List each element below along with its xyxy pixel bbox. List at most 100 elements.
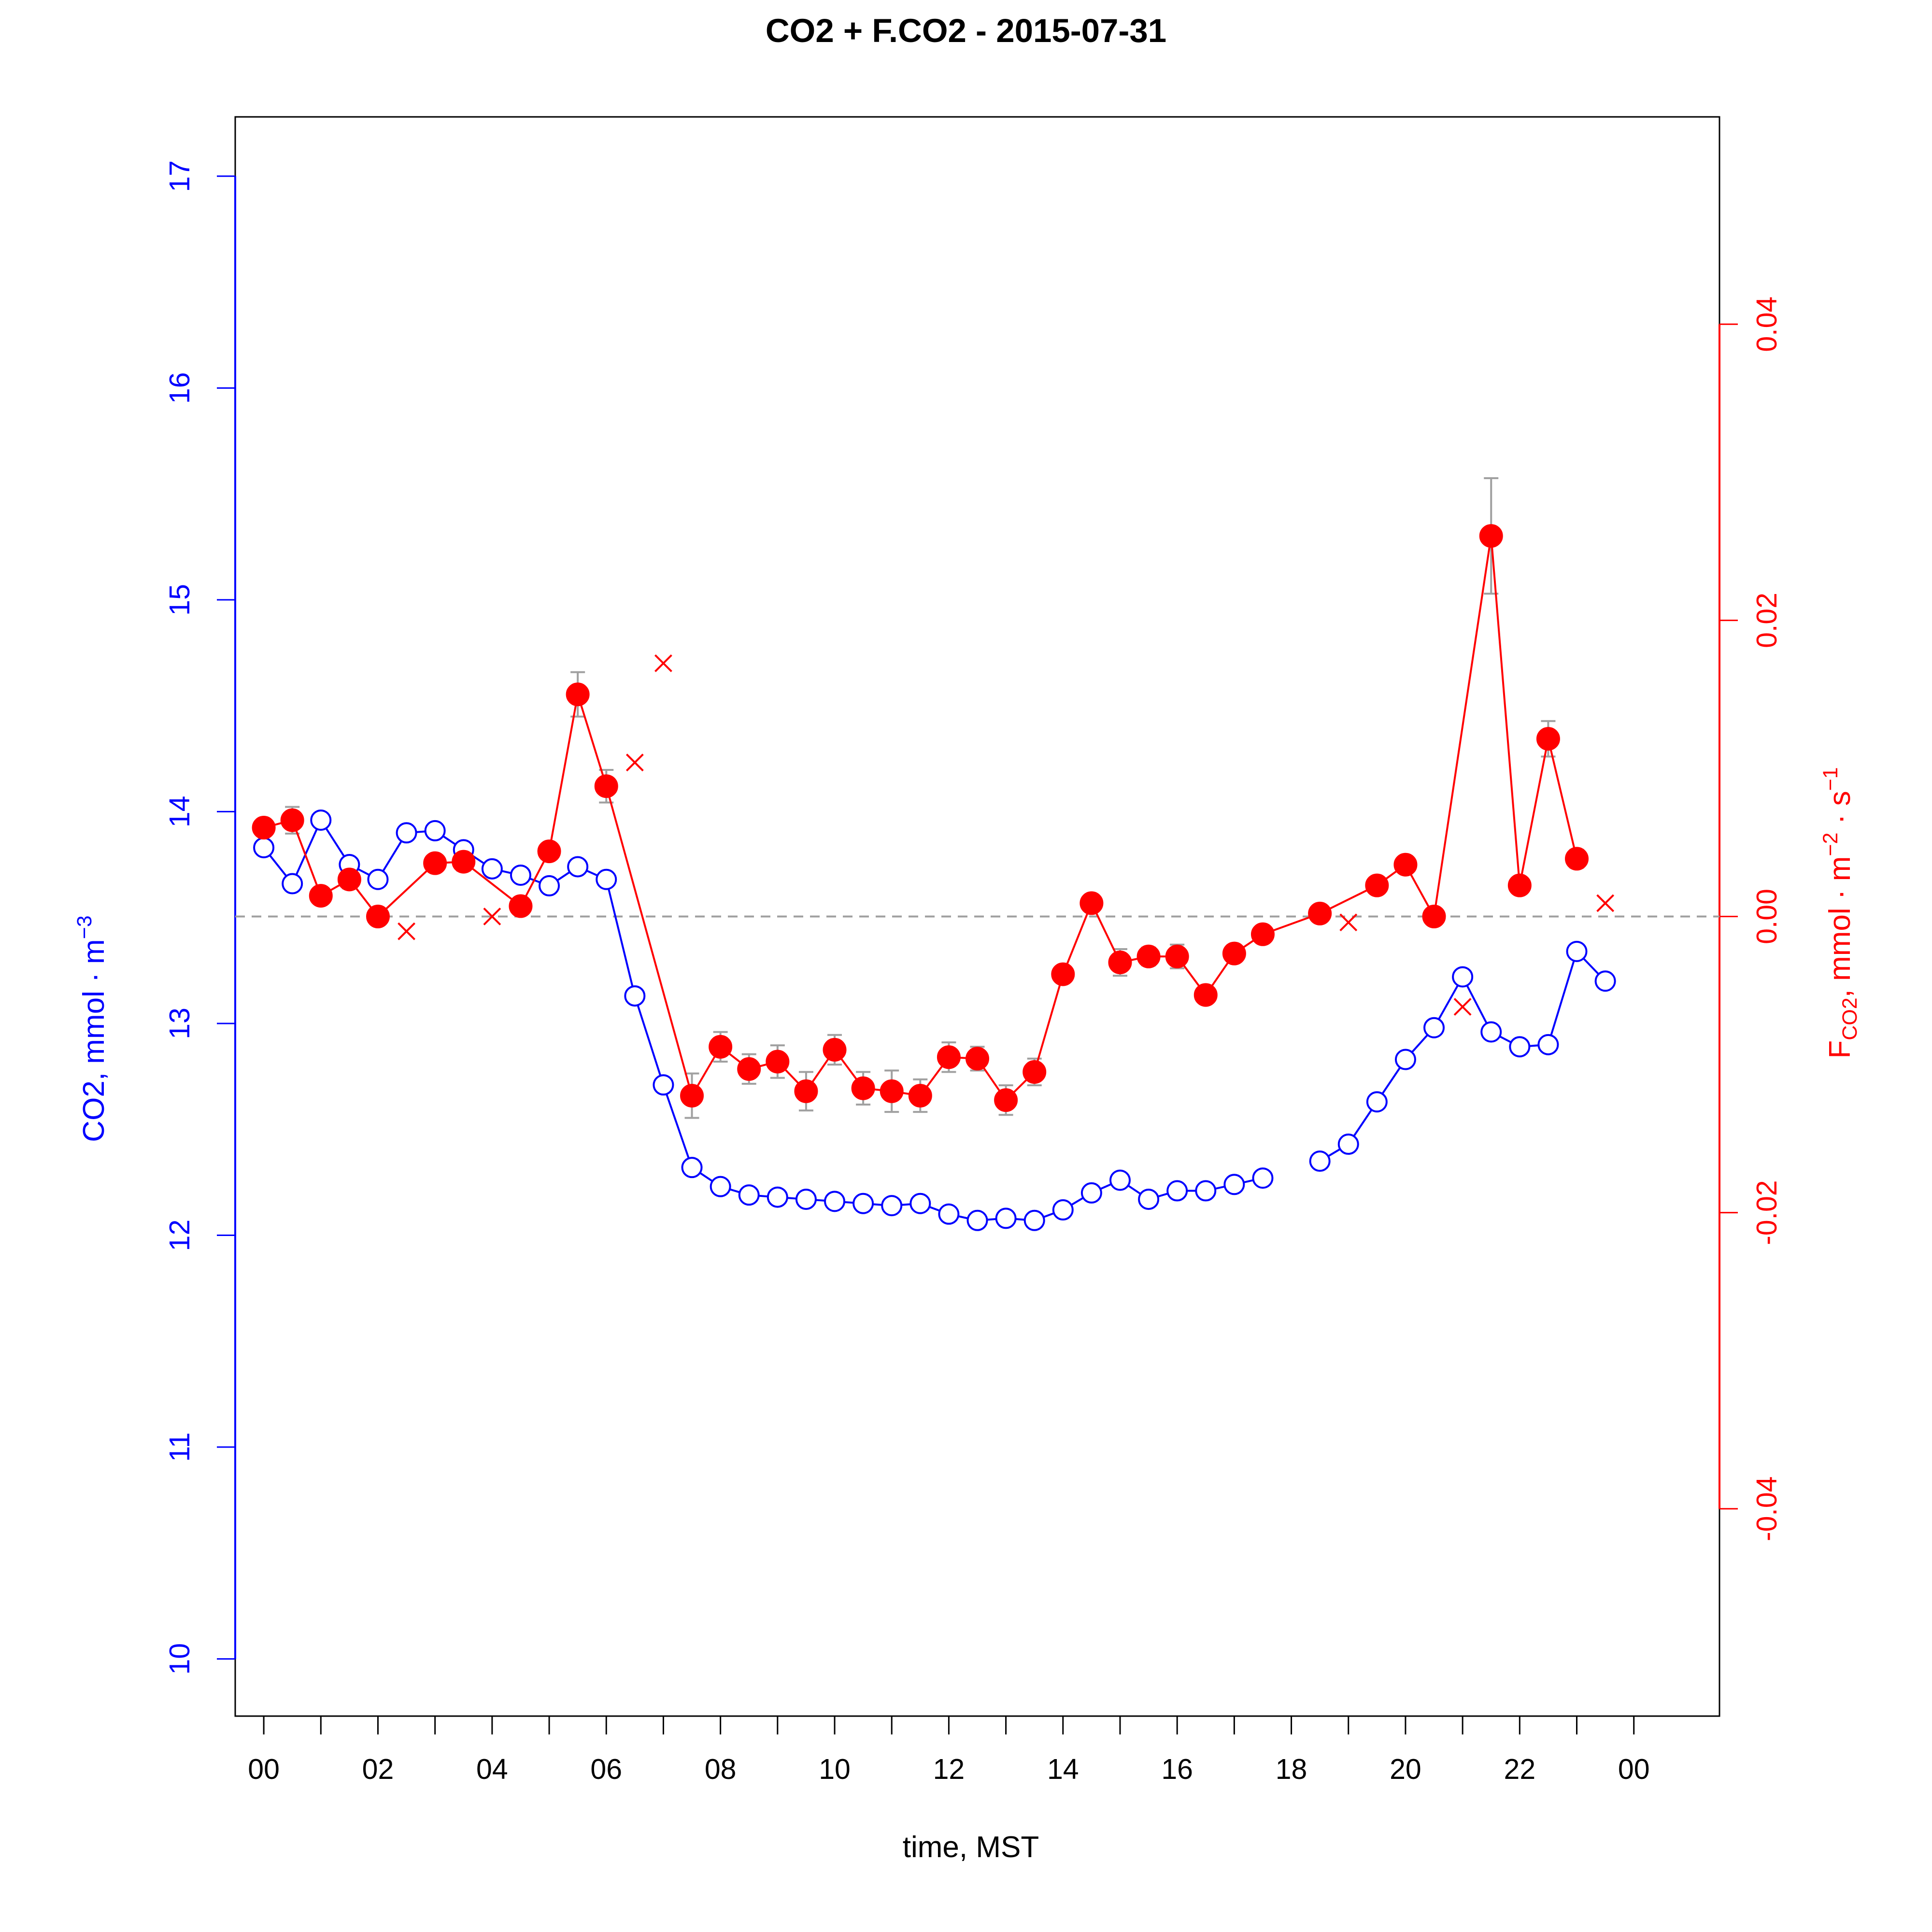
flux-point <box>1536 727 1560 751</box>
flux-point <box>452 850 476 874</box>
co2-point <box>1223 1174 1245 1195</box>
co2-point <box>852 1193 874 1214</box>
co2-point <box>1566 940 1588 962</box>
co2-point <box>253 837 275 858</box>
co2-point <box>539 875 560 896</box>
co2-point <box>396 822 417 844</box>
flux-rejected-point <box>1453 998 1472 1016</box>
chart-title: CO2 + F.CO2 - 2015-07-31 <box>766 12 1166 49</box>
y-right-tick-label: 0.00 <box>1751 889 1783 944</box>
flux-point <box>880 1079 904 1103</box>
x-tick-label: 14 <box>1047 1753 1079 1785</box>
flux-point <box>937 1045 961 1069</box>
flux-point <box>1222 941 1246 966</box>
y-right-label-f: F <box>1823 1040 1857 1059</box>
co2-point <box>1594 970 1616 992</box>
y-right-label-sep2: · <box>1823 814 1857 824</box>
co2-point <box>995 1208 1017 1229</box>
flux-point <box>252 816 276 840</box>
y-right-tick-label: 0.02 <box>1751 593 1783 648</box>
co2-point <box>1138 1188 1160 1210</box>
co2-point <box>681 1157 703 1179</box>
flux-point <box>1193 983 1218 1007</box>
flux-point <box>337 867 361 892</box>
flux-point <box>1393 852 1418 877</box>
y-left-tick-label: 15 <box>164 584 196 616</box>
co2-point <box>653 1074 674 1096</box>
flux-point <box>1507 873 1532 897</box>
x-tick-label: 10 <box>819 1753 851 1785</box>
y-left-tick-label: 17 <box>164 160 196 192</box>
flux-point <box>594 774 618 798</box>
co2-point <box>738 1184 760 1206</box>
axes-layer: 00 02 04 06 08 10 12 14 16 18 20 22 00 10 11 12 13 14 15 16… <box>164 116 1783 1785</box>
y-axis-label-right: FCO2, mmol · m−2 · s−1 <box>1811 767 1861 1058</box>
flux-point <box>766 1050 790 1074</box>
co2-point <box>424 820 446 841</box>
co2-point <box>1509 1036 1531 1058</box>
co2-point <box>1309 1151 1331 1172</box>
y-left-label-exp: −3 <box>73 915 96 939</box>
flux-rejected-point <box>625 753 644 772</box>
flux-point <box>509 894 533 918</box>
x-tick-label: 22 <box>1504 1753 1536 1785</box>
co2-point <box>1366 1091 1388 1113</box>
flux-point <box>1108 951 1132 975</box>
flux-point <box>994 1088 1018 1112</box>
y-left-tick-label: 16 <box>164 372 196 404</box>
y-right-tick-label: -0.04 <box>1751 1477 1783 1541</box>
flux-point <box>966 1047 989 1071</box>
co2-point <box>824 1191 846 1212</box>
co2-point <box>624 985 646 1007</box>
flux-point <box>1422 905 1446 928</box>
flux-series-line <box>263 536 1578 1102</box>
flux-point <box>1080 891 1104 915</box>
co2-point <box>1166 1180 1188 1202</box>
flux-point <box>680 1083 704 1108</box>
y-left-tick-label: 13 <box>164 1008 196 1039</box>
flux-point <box>280 808 304 832</box>
co2-point <box>1337 1133 1359 1155</box>
co2-point <box>310 809 332 831</box>
y-right-label-exp2: −1 <box>1819 767 1842 791</box>
flux-point <box>1051 962 1075 986</box>
flux-rejected-point <box>1596 894 1615 912</box>
flux-point <box>709 1035 733 1059</box>
flux-point <box>1565 847 1589 871</box>
y-left-tick-label: 10 <box>164 1643 196 1675</box>
y-left-tick-label: 11 <box>164 1432 196 1462</box>
flux-point <box>566 682 590 707</box>
y-right-tick-label: 0.04 <box>1751 297 1783 352</box>
y-left-label-unit: m <box>77 939 111 964</box>
co2-point <box>1394 1049 1416 1070</box>
flux-point <box>1479 524 1503 548</box>
x-tick-label: 12 <box>933 1753 965 1785</box>
y-right-label-sub: CO2 <box>1838 997 1861 1040</box>
y-right-tick-label: -0.02 <box>1751 1180 1783 1245</box>
co2-point <box>367 868 389 890</box>
flux-point <box>737 1057 761 1081</box>
co2-point <box>710 1176 731 1197</box>
co2-point <box>881 1195 903 1217</box>
co2-point <box>1080 1182 1102 1204</box>
flux-rejected-point <box>1339 913 1358 932</box>
flux-point <box>851 1076 875 1100</box>
flux-point <box>1165 944 1189 968</box>
co2-point <box>767 1186 788 1208</box>
flux-point <box>1308 901 1332 925</box>
co2-point <box>1023 1209 1045 1231</box>
flux-rejected-point <box>483 908 501 925</box>
flux-point <box>1365 873 1389 897</box>
co2-point <box>1423 1017 1445 1038</box>
flux-point <box>794 1079 818 1103</box>
y-left-label-sep: · <box>77 972 111 982</box>
co2-point <box>795 1188 817 1210</box>
x-tick-label: 16 <box>1161 1753 1193 1785</box>
y-right-label-unit2: s <box>1823 791 1857 806</box>
x-tick-label: 18 <box>1276 1753 1307 1785</box>
flux-point <box>309 884 333 908</box>
flux-point <box>366 905 390 928</box>
co2-point <box>1537 1034 1559 1055</box>
data-layer <box>235 477 1719 1231</box>
y-right-label-main: , mmol <box>1823 908 1857 997</box>
